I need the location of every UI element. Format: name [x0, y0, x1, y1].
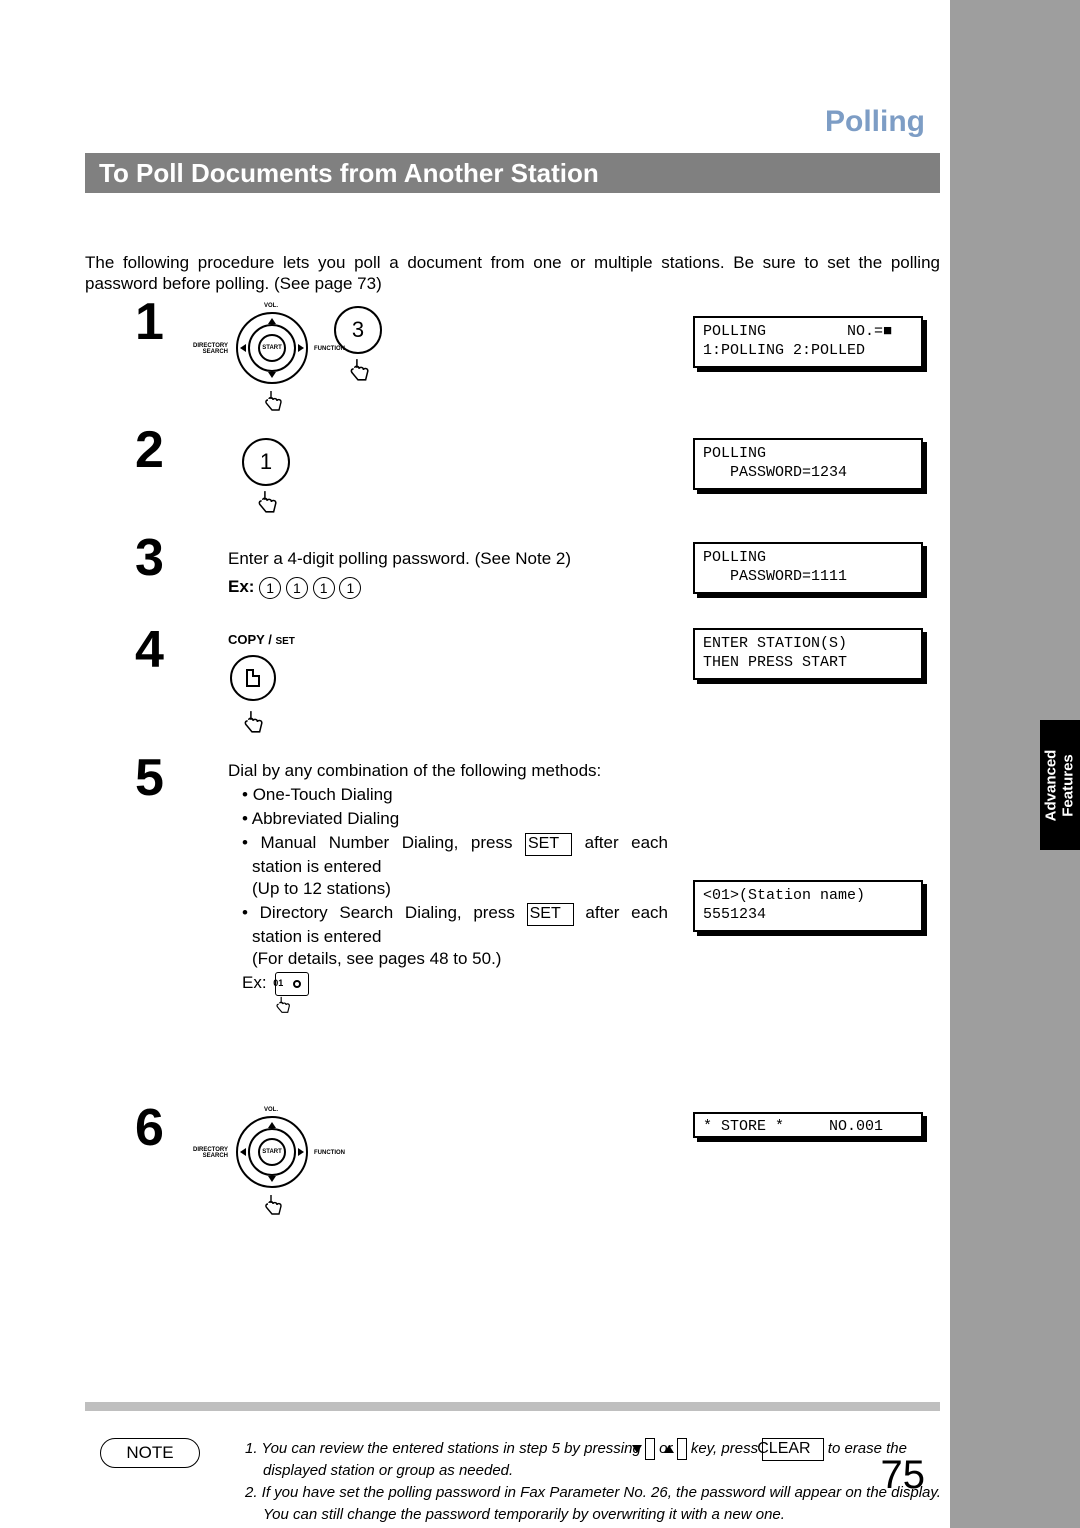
- step5-li3c: (Up to 12 stations): [252, 879, 391, 898]
- dial-fn: FUNCTION: [314, 346, 345, 352]
- step5-li1: One-Touch Dialing: [253, 785, 393, 804]
- step1-icons: VOL. DIRECTORYSEARCH FUNCTION START 3: [230, 306, 382, 412]
- step-number-6: 6: [135, 1098, 164, 1158]
- disp3-l2: PASSWORD=1111: [703, 568, 847, 585]
- note1a: 1. You can review the entered stations i…: [245, 1440, 645, 1457]
- disp1-l1: POLLING NO.=: [703, 323, 883, 340]
- press-hand-icon: [260, 390, 284, 412]
- disp3-l1: POLLING: [703, 549, 766, 566]
- step3-ex-label: Ex:: [228, 577, 254, 596]
- note2: 2. If you have set the polling password …: [245, 1483, 945, 1503]
- step-number-5: 5: [135, 748, 164, 808]
- chapter-title: Polling: [825, 105, 925, 139]
- down-key-icon: [645, 1438, 655, 1460]
- page-number: 75: [881, 1453, 926, 1498]
- note-caption: NOTE: [100, 1438, 200, 1468]
- divider: [85, 1402, 940, 1411]
- page: Advanced Features Polling To Poll Docume…: [0, 0, 1080, 1528]
- step5-li4c: (For details, see pages 48 to 50.): [252, 949, 501, 968]
- step5-li2: Abbreviated Dialing: [252, 809, 399, 828]
- key-3-label: 3: [352, 317, 364, 343]
- step5-lead: Dial by any combination of the following…: [228, 760, 668, 782]
- step-number-2: 2: [135, 420, 164, 480]
- nav-dial: VOL. DIRECTORYSEARCH FUNCTION START: [230, 306, 314, 412]
- press-hand-icon: [252, 490, 280, 514]
- dial-center: START: [262, 1149, 282, 1155]
- disp4-l2: THEN PRESS START: [703, 654, 847, 671]
- dial-fn: FUNCTION: [314, 1150, 345, 1156]
- press-hand-icon: [344, 358, 372, 382]
- lcd-display-2: POLLING PASSWORD=1234: [693, 438, 923, 490]
- disp1-l2: 1:POLLING 2:POLLED: [703, 342, 865, 359]
- note-body: 1. You can review the entered stations i…: [245, 1438, 945, 1528]
- lcd-display-4: ENTER STATION(S) THEN PRESS START: [693, 628, 923, 680]
- ex-digit: 1: [259, 577, 281, 599]
- step-number-4: 4: [135, 620, 164, 680]
- lcd-display-3: POLLING PASSWORD=1111: [693, 542, 923, 594]
- lcd-display-6: * STORE * NO.001: [693, 1112, 923, 1138]
- copy-label: COPY /: [228, 632, 275, 647]
- set-label: SET: [275, 636, 294, 647]
- key-1-label: 1: [260, 449, 272, 475]
- key-1: 1: [242, 438, 290, 514]
- disp2-l2: PASSWORD=1234: [703, 464, 847, 481]
- step6-icon: VOL. DIRECTORYSEARCH FUNCTION START: [230, 1110, 314, 1216]
- dial-center: START: [262, 345, 282, 351]
- led-icon: [293, 980, 301, 988]
- note3: You can still change the password tempor…: [245, 1505, 945, 1525]
- key-3: 3: [334, 306, 382, 382]
- lcd-display-1: POLLING NO.=■ 1:POLLING 2:POLLED: [693, 316, 923, 368]
- block-char: ■: [883, 323, 892, 340]
- step3-text: Enter a 4-digit polling password. (See N…: [228, 548, 668, 570]
- copy-set-label: COPY / SET: [228, 632, 295, 647]
- disp2-l1: POLLING: [703, 445, 766, 462]
- section-tab: Advanced Features: [1040, 720, 1080, 850]
- tab-line1: Advanced Features: [1043, 749, 1077, 821]
- step-number-1: 1: [135, 292, 164, 352]
- press-hand-icon: [282, 996, 302, 1014]
- step5-li3a: Manual Number Dialing, press: [260, 833, 525, 852]
- note1c: key, press: [687, 1440, 763, 1457]
- step5-li4a: Directory Search Dialing, press: [260, 903, 527, 922]
- ex-digit: 1: [313, 577, 335, 599]
- step-number-3: 3: [135, 528, 164, 588]
- clear-key: CLEAR: [762, 1438, 823, 1461]
- disp4-l1: ENTER STATION(S): [703, 635, 847, 652]
- ex-digit: 1: [339, 577, 361, 599]
- step5-ex: Ex:: [242, 973, 267, 992]
- one-touch-key: 01: [275, 972, 309, 1014]
- set-key: SET: [527, 903, 574, 926]
- step5-body: Dial by any combination of the following…: [228, 760, 668, 1014]
- disp6-l1: * STORE * NO.001: [703, 1118, 883, 1135]
- copy-button-icon: [230, 655, 276, 701]
- dial-vol-label: VOL.: [264, 303, 278, 309]
- disp5-l2: 5551234: [703, 906, 766, 923]
- up-key-icon: [677, 1438, 687, 1460]
- dial-ds2: SEARCH: [203, 349, 228, 355]
- intro-paragraph: The following procedure lets you poll a …: [85, 252, 940, 295]
- step3-body: Enter a 4-digit polling password. (See N…: [228, 548, 668, 599]
- lcd-display-5: <01>(Station name) 5551234: [693, 880, 923, 932]
- ex-digit: 1: [286, 577, 308, 599]
- dial-vol-label: VOL.: [264, 1107, 278, 1113]
- press-hand-icon: [238, 710, 266, 734]
- set-key: SET: [525, 833, 572, 856]
- disp5-l1: <01>(Station name): [703, 887, 865, 904]
- section-heading: To Poll Documents from Another Station: [85, 153, 940, 193]
- dial-ds2: SEARCH: [203, 1153, 228, 1159]
- press-hand-icon: [260, 1194, 284, 1216]
